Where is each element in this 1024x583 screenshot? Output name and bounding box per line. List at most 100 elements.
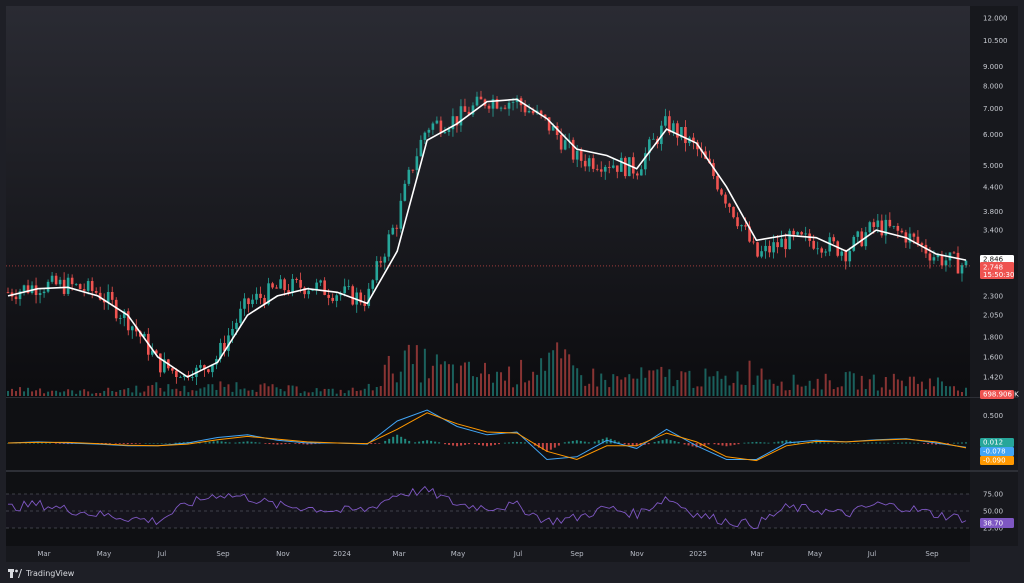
macd-histogram-bar <box>258 442 261 444</box>
candle-body <box>102 299 106 303</box>
volume-bar <box>31 391 34 396</box>
macd-histogram-bar <box>767 442 770 444</box>
candle-body <box>114 299 118 319</box>
macd-histogram-bar <box>144 443 147 444</box>
candle-body <box>263 297 266 305</box>
candle-body <box>652 138 655 140</box>
candle-body <box>640 169 643 176</box>
candle-body <box>531 111 535 114</box>
volume-bar <box>836 387 839 396</box>
volume-bar <box>748 360 751 396</box>
time-tick-label: Mar <box>750 550 763 558</box>
candle-body <box>267 283 270 305</box>
macd-histogram-bar <box>781 440 784 444</box>
time-tick-label: Nov <box>630 550 644 558</box>
macd-histogram-bar <box>665 439 668 444</box>
rsi-tick-label: 75.00 <box>983 491 1003 499</box>
volume-bar <box>47 391 50 396</box>
candle-body <box>848 250 852 262</box>
volume-bar <box>367 383 370 396</box>
volume-bar <box>419 382 422 396</box>
volume-bar <box>219 381 222 396</box>
macd-histogram-bar <box>755 441 758 444</box>
candle-body <box>804 233 807 235</box>
candle-body <box>599 169 603 172</box>
volume-bar <box>500 372 503 396</box>
volume-bar <box>187 392 190 396</box>
volume-bar <box>59 392 62 396</box>
candle-body <box>419 139 423 157</box>
volume-bar <box>844 372 847 396</box>
macd-histogram-bar <box>148 443 151 444</box>
candle-body <box>728 203 731 207</box>
macd-histogram-bar <box>374 443 377 444</box>
volume-bar <box>808 380 811 396</box>
tradingview-logo-icon <box>8 568 22 578</box>
candle-body <box>888 219 892 227</box>
volume-bar <box>965 387 967 396</box>
volume-bar <box>215 389 218 396</box>
macd-histogram-bar <box>823 442 826 444</box>
candle-body <box>255 293 258 300</box>
volume-bar <box>664 376 667 396</box>
macd-histogram-bar <box>553 443 556 448</box>
candle-body <box>379 261 383 263</box>
volume-bar <box>928 378 931 396</box>
volume-bar <box>415 345 418 396</box>
volume-bar <box>315 388 318 396</box>
macd-histogram-bar <box>707 443 710 445</box>
candle-body <box>884 219 888 236</box>
price-tick-label: 1.800 <box>983 334 1003 342</box>
volume-bar <box>391 373 394 396</box>
volume-bar <box>383 364 386 396</box>
macd-histogram-bar <box>575 440 578 444</box>
ma-value-badge-text: 2.846 <box>983 256 1004 264</box>
time-axis[interactable] <box>6 546 970 562</box>
volume-bar <box>800 386 803 396</box>
candle-body <box>98 292 102 300</box>
volume-bar <box>135 385 138 396</box>
volume-bar <box>363 388 366 396</box>
volume-bar <box>868 379 871 396</box>
macd-histogram-bar <box>118 443 121 444</box>
price-tick-label: 3.400 <box>983 227 1003 235</box>
macd-histogram-bar <box>901 442 904 444</box>
macd-histogram-bar <box>953 442 955 444</box>
price-pane[interactable] <box>6 6 970 397</box>
volume-bar <box>39 388 42 396</box>
macd-histogram-bar <box>687 443 690 446</box>
candle-body <box>908 233 912 243</box>
volume-bar <box>588 383 591 396</box>
volume-bar <box>676 379 679 396</box>
candle-body <box>243 298 246 309</box>
macd-histogram-bar <box>613 440 616 444</box>
candle-body <box>6 292 10 294</box>
volume-bar <box>688 370 691 396</box>
candle-body <box>359 292 363 303</box>
volume-bar <box>860 375 863 396</box>
volume-bar <box>948 386 951 396</box>
candle-body <box>724 194 727 204</box>
candle-body <box>291 278 294 293</box>
volume-bar <box>403 350 406 396</box>
volume-bar <box>23 391 26 396</box>
volume-bar <box>127 388 130 396</box>
macd-histogram-bar <box>853 443 856 444</box>
macd-histogram-bar <box>725 443 728 447</box>
volume-bar <box>572 365 575 396</box>
time-tick-label: Nov <box>276 550 290 558</box>
macd-histogram-bar <box>44 442 47 444</box>
macd-histogram-bar <box>587 442 590 444</box>
macd-pane[interactable] <box>6 398 970 470</box>
volume-bar <box>71 390 74 396</box>
candle-body <box>331 297 334 301</box>
macd-histogram-bar <box>58 443 61 444</box>
macd-histogram-bar <box>156 443 159 444</box>
volume-bar <box>355 391 358 396</box>
volume-bar <box>820 389 823 396</box>
volume-bar <box>536 374 539 396</box>
volume-bar <box>548 352 551 396</box>
macd-histogram-bar <box>935 443 938 445</box>
macd-histogram-bar <box>66 443 69 445</box>
